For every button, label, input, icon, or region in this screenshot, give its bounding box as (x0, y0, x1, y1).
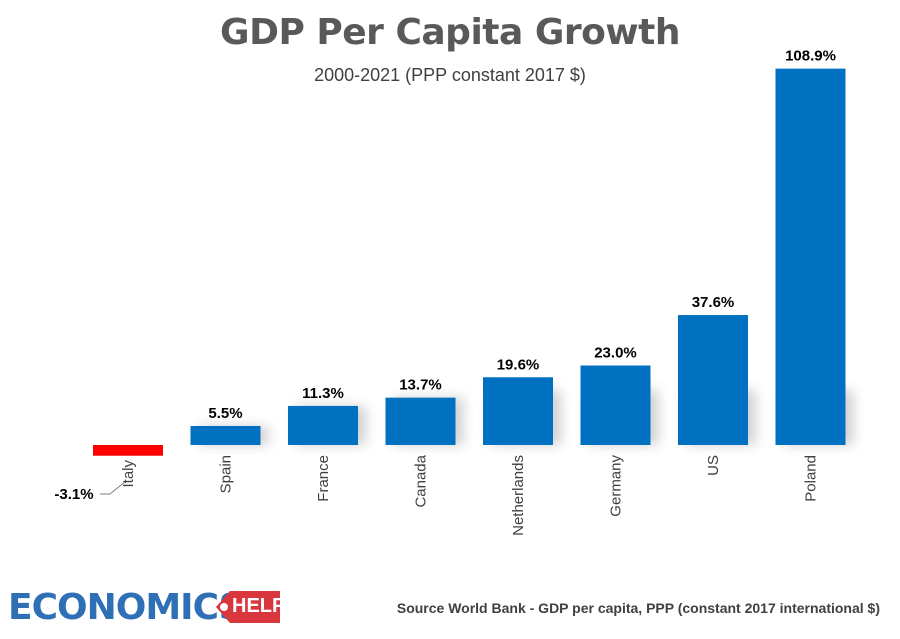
category-label-italy: Italy (120, 460, 137, 488)
value-label-canada: 13.7% (399, 377, 442, 394)
category-label-poland: Poland (803, 455, 820, 502)
bar-netherlands (483, 377, 553, 445)
bar-us (678, 315, 748, 445)
value-label-spain: 5.5% (208, 405, 242, 422)
economics-help-logo: ECONOMICS HELP (8, 587, 288, 631)
category-label-germany: Germany (608, 455, 625, 517)
bar-poland (775, 68, 846, 445)
bar-italy (93, 445, 163, 456)
bar-france (288, 405, 358, 445)
value-label-germany: 23.0% (594, 345, 637, 362)
leader-line-italy (100, 480, 127, 495)
category-label-spain: Spain (218, 455, 235, 493)
value-label-italy: -3.1% (54, 486, 93, 503)
chart-title: GDP Per Capita Growth (220, 12, 680, 53)
logo-main-text: ECONOMICS (8, 587, 245, 628)
logo-tag-hole (220, 603, 228, 611)
bar-canada (385, 397, 456, 445)
logo-tag-text: HELP (232, 595, 286, 617)
category-label-netherlands: Netherlands (510, 455, 527, 536)
bar-germany (580, 365, 651, 445)
source-note: Source World Bank - GDP per capita, PPP … (396, 600, 880, 616)
value-label-us: 37.6% (692, 294, 735, 311)
category-label-canada: Canada (413, 454, 430, 507)
value-label-poland: 108.9% (785, 48, 836, 65)
category-label-france: France (315, 455, 332, 502)
value-label-netherlands: 19.6% (497, 356, 540, 373)
bar-spain (190, 425, 261, 445)
category-label-us: US (705, 455, 722, 476)
value-label-france: 11.3% (302, 385, 344, 402)
chart-subtitle: 2000-2021 (PPP constant 2017 $) (314, 65, 586, 85)
